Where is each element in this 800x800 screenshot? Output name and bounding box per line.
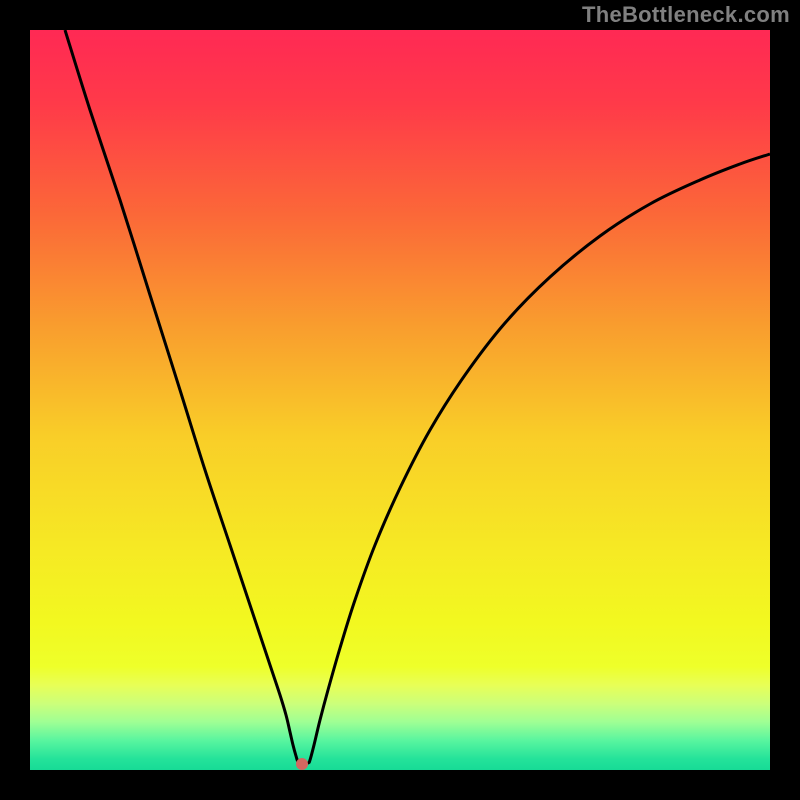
plot-area [30,30,770,770]
watermark-label: TheBottleneck.com [582,2,790,28]
minimum-marker [296,758,308,770]
chart-frame: TheBottleneck.com [0,0,800,800]
curve-line [30,30,770,770]
